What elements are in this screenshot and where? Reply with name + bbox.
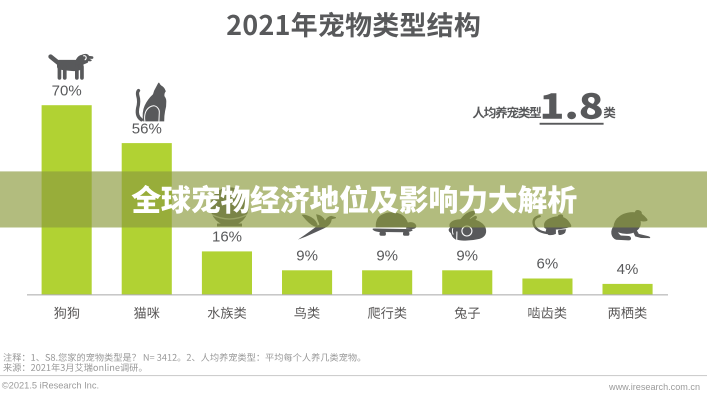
svg-text:70%: 70%: [52, 82, 82, 99]
svg-text:www.iresearch.com.cn: www.iresearch.com.cn: [608, 382, 700, 392]
svg-text:4%: 4%: [617, 261, 639, 278]
svg-text:©2021.5 iResearch Inc.: ©2021.5 iResearch Inc.: [2, 380, 99, 390]
svg-text:9%: 9%: [456, 248, 478, 265]
svg-text:9%: 9%: [376, 248, 398, 265]
svg-text:56%: 56%: [132, 120, 162, 137]
svg-text:9%: 9%: [296, 248, 318, 265]
svg-text:16%: 16%: [212, 229, 242, 246]
svg-text:6%: 6%: [537, 256, 559, 273]
